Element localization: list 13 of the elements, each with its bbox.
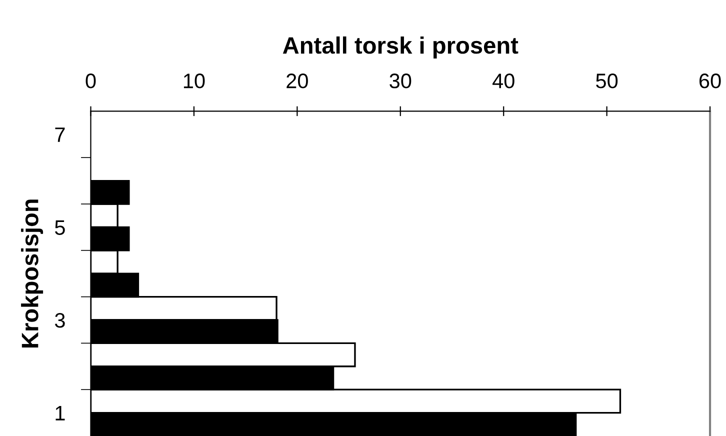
y-tick-label: 7 <box>55 128 65 142</box>
x-axis-title: Antall torsk i prosent <box>282 36 518 58</box>
x-tick-label: 50 <box>596 74 618 88</box>
x-tick-label: 40 <box>492 74 514 88</box>
y-tick-label: 1 <box>56 406 65 420</box>
y-axis-title: Krokposisjon <box>21 200 44 348</box>
x-tick-label: 20 <box>286 74 308 88</box>
x-tick-label: 0 <box>86 74 96 88</box>
y-tick-label: 3 <box>54 312 65 328</box>
y-tick-label: 5 <box>55 220 65 235</box>
x-tick-label: 10 <box>184 74 205 88</box>
x-tick-label: 30 <box>390 74 412 88</box>
x-tick-label: 60 <box>700 74 721 88</box>
